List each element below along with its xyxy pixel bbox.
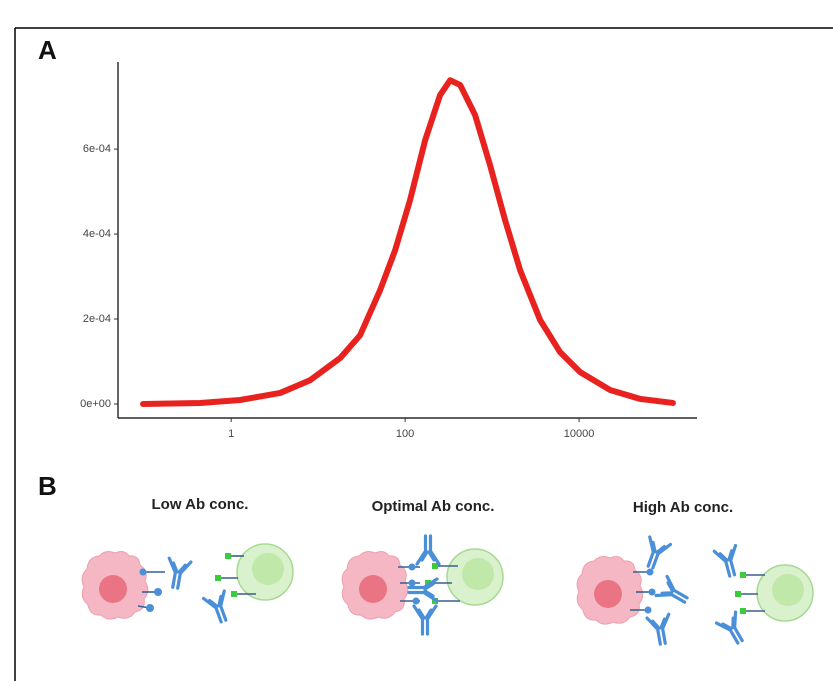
t-cell — [756, 564, 814, 622]
tumor-cell — [81, 551, 149, 620]
receptors — [630, 568, 656, 614]
panel-label: A — [38, 35, 57, 65]
antibody — [415, 534, 441, 566]
condition-label: Low Ab conc. — [152, 496, 249, 513]
t-cell — [446, 548, 504, 606]
t-receptors — [215, 553, 256, 597]
antibody — [654, 574, 693, 612]
panel-label: B — [38, 471, 57, 501]
condition-label: High Ab conc. — [633, 499, 733, 516]
x-tick-label: 100 — [396, 428, 414, 440]
plot: 0e+00 2e-04 4e-04 6e-04 1 100 10000 — [80, 62, 697, 440]
tumor-cell — [576, 556, 644, 625]
antibody — [645, 612, 676, 648]
y-tick-label: 4e-04 — [83, 228, 111, 240]
antibody — [201, 589, 236, 627]
antibody — [714, 610, 752, 649]
x-tick-label: 1 — [228, 428, 234, 440]
y-tick-label: 0e+00 — [80, 398, 111, 410]
y-tick-label: 6e-04 — [83, 143, 111, 155]
condition-label: Optimal Ab conc. — [372, 498, 495, 515]
x-tick-label: 10000 — [564, 428, 595, 440]
antibody — [162, 556, 193, 592]
diagram: Low Ab conc. Optimal Ab conc. High Ab co… — [81, 496, 814, 649]
y-tick-label: 2e-04 — [83, 313, 111, 325]
antibody — [412, 604, 438, 636]
receptors — [137, 568, 165, 612]
antibody — [712, 543, 745, 580]
t-cell — [236, 543, 294, 601]
antibody — [638, 535, 673, 573]
tumor-cell — [341, 551, 409, 620]
t-receptors — [735, 572, 765, 614]
data-line — [140, 77, 676, 407]
